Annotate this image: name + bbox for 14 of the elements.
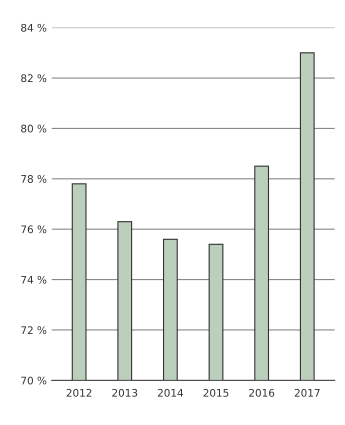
x-tick-label: 2013	[112, 388, 138, 397]
y-tick-label: 84 %	[21, 24, 46, 32]
y-tick-label: 78 %	[21, 175, 46, 183]
x-tick-label: 2017	[294, 388, 320, 397]
x-tick-label: 2015	[204, 388, 228, 397]
y-tick-label: 70 %	[21, 376, 46, 384]
x-tick-label: 2014	[158, 388, 184, 397]
y-tick-label: 72 %	[21, 326, 46, 334]
x-tick-label: 2016	[249, 388, 274, 397]
x-tick-label: 2012	[66, 388, 92, 397]
y-tick-label: 80 %	[21, 124, 46, 133]
y-tick-label: 74 %	[21, 276, 46, 284]
y-tick-label: 82 %	[21, 74, 46, 82]
y-tick-label: 76 %	[21, 225, 46, 234]
